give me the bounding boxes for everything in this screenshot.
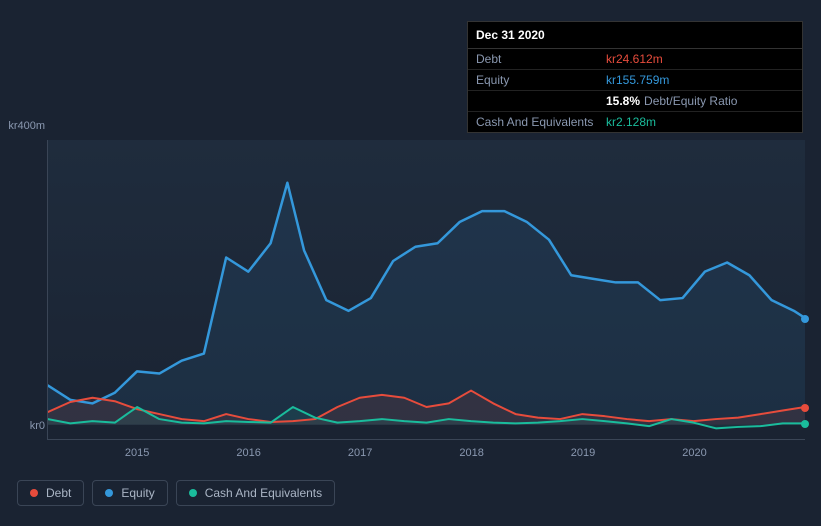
y-axis-tick: kr0: [0, 420, 45, 432]
y-axis-tick: kr400m: [0, 120, 45, 132]
tooltip-row-equity: Equity kr155.759m: [468, 70, 802, 91]
tooltip-label: Debt: [476, 52, 606, 66]
tooltip-value: kr155.759m: [606, 73, 669, 87]
tooltip-value: kr2.128m: [606, 115, 656, 129]
x-axis-tick: 2015: [125, 447, 149, 459]
tooltip-row-debt: Debt kr24.612m: [468, 49, 802, 70]
legend-label: Debt: [46, 486, 71, 500]
legend-dot-icon: [105, 489, 113, 497]
legend-label: Cash And Equivalents: [205, 486, 322, 500]
legend-item-cash[interactable]: Cash And Equivalents: [176, 480, 335, 506]
legend-dot-icon: [30, 489, 38, 497]
legend-dot-icon: [189, 489, 197, 497]
chart-legend: Debt Equity Cash And Equivalents: [17, 480, 335, 506]
series-end-dot: [801, 404, 809, 412]
legend-item-debt[interactable]: Debt: [17, 480, 84, 506]
x-axis-tick: 2020: [682, 447, 706, 459]
line-chart[interactable]: kr400m kr0 201520162017201820192020: [17, 120, 805, 460]
series-end-dot: [801, 420, 809, 428]
series-end-dot: [801, 315, 809, 323]
tooltip-label: Equity: [476, 73, 606, 87]
x-axis-tick: 2018: [459, 447, 483, 459]
legend-item-equity[interactable]: Equity: [92, 480, 167, 506]
tooltip-value: kr24.612m: [606, 52, 663, 66]
legend-label: Equity: [121, 486, 154, 500]
plot-area[interactable]: 201520162017201820192020: [47, 140, 805, 440]
tooltip-row-cash: Cash And Equivalents kr2.128m: [468, 112, 802, 132]
tooltip-ratio: 15.8%Debt/Equity Ratio: [606, 94, 737, 108]
x-axis-tick: 2019: [571, 447, 595, 459]
x-axis-tick: 2016: [236, 447, 260, 459]
tooltip-date: Dec 31 2020: [468, 22, 802, 49]
tooltip-label: Cash And Equivalents: [476, 115, 606, 129]
tooltip-row-ratio: 15.8%Debt/Equity Ratio: [468, 91, 802, 112]
chart-tooltip: Dec 31 2020 Debt kr24.612m Equity kr155.…: [467, 21, 803, 133]
x-axis-tick: 2017: [348, 447, 372, 459]
tooltip-label: [476, 94, 606, 108]
